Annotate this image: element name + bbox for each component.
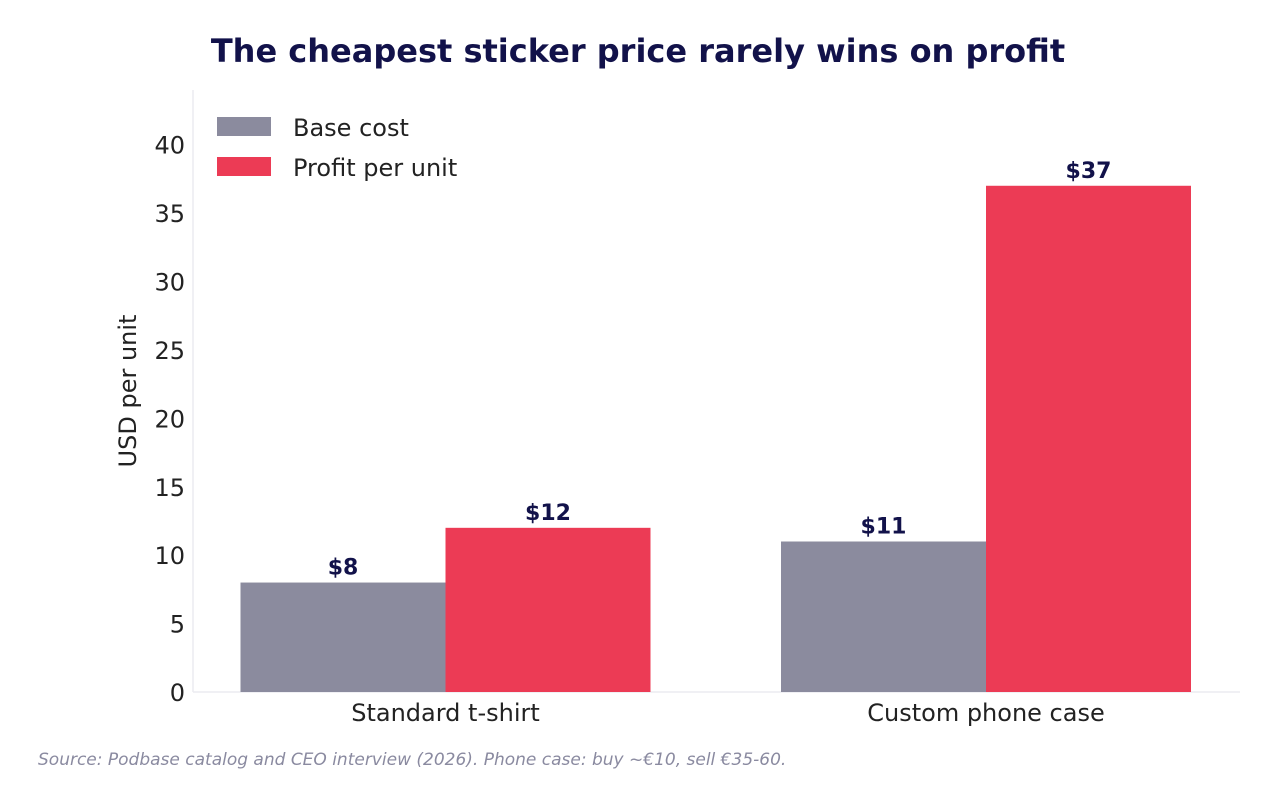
legend-swatch: [217, 157, 271, 176]
x-tick-label: Custom phone case: [867, 699, 1104, 727]
chart-title: The cheapest sticker price rarely wins o…: [210, 32, 1066, 70]
y-tick-label: 5: [170, 611, 185, 639]
y-tick-label: 40: [154, 132, 185, 160]
bar-base-cost: [781, 541, 986, 692]
x-tick-label: Standard t-shirt: [351, 699, 540, 727]
y-tick-label: 20: [154, 405, 185, 433]
bar-value-label: $8: [328, 556, 359, 581]
legend-swatch: [217, 117, 271, 136]
y-tick-label: 0: [170, 679, 185, 707]
bar-base-cost: [240, 582, 446, 692]
bar-value-label: $37: [1066, 159, 1112, 184]
bar-profit-per-unit: [986, 185, 1191, 693]
y-tick-label: 35: [154, 200, 185, 228]
legend-label: Profit per unit: [293, 154, 457, 182]
bar-profit-per-unit: [445, 527, 651, 692]
bar-value-label: $12: [525, 501, 571, 526]
y-tick-label: 15: [154, 474, 185, 502]
source-note: Source: Podbase catalog and CEO intervie…: [38, 750, 787, 770]
bar-value-label: $11: [861, 515, 907, 540]
y-tick-label: 25: [154, 337, 185, 365]
y-tick-label: 10: [154, 542, 185, 570]
y-axis-label: USD per unit: [114, 315, 142, 468]
legend-label: Base cost: [293, 114, 409, 142]
y-tick-label: 30: [154, 269, 185, 297]
